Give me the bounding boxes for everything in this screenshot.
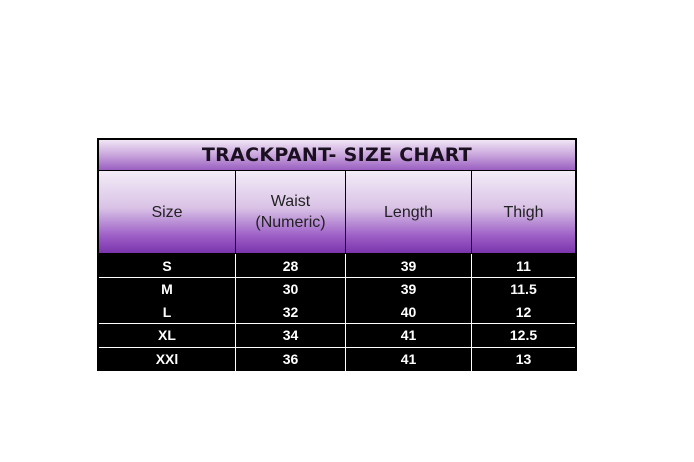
table-cell: 41 [400, 327, 417, 343]
table-cell: 39 [400, 280, 417, 297]
table-cell: 32 [282, 303, 299, 320]
column-divider [345, 254, 346, 371]
table-cell: S [162, 257, 172, 274]
size-chart-table: TRACKPANT- SIZE CHART Size Waist (Numeric… [97, 138, 577, 371]
row-divider [99, 277, 575, 278]
table-cell: 30 [282, 280, 299, 297]
table-cell: M [161, 280, 173, 297]
row-divider [99, 323, 575, 324]
table-title: TRACKPANT- SIZE CHART [99, 140, 575, 170]
table-cell: 40 [400, 303, 417, 320]
column-divider [471, 254, 472, 371]
table-cell: 11 [516, 257, 531, 274]
table-cell: 34 [282, 327, 299, 343]
table-cell: L [162, 303, 172, 320]
table-cell: 36 [282, 351, 299, 367]
table-cell: 12 [515, 303, 532, 320]
column-header: Length [346, 171, 471, 253]
table-cell: 11.5 [510, 280, 537, 297]
column-header: Waist (Numeric) [236, 171, 345, 253]
table-cell: 41 [400, 351, 417, 367]
table-cell: 13 [515, 351, 532, 367]
table-cell: 12.5 [509, 327, 538, 343]
column-header: Thigh [472, 171, 575, 253]
table-cell: XL [158, 327, 176, 343]
table-cell: 39 [400, 257, 417, 274]
row-divider [99, 347, 575, 348]
table-cell: XXl [155, 351, 179, 367]
column-header: Size [99, 171, 235, 253]
column-divider [235, 254, 236, 371]
table-cell: 28 [282, 257, 299, 274]
